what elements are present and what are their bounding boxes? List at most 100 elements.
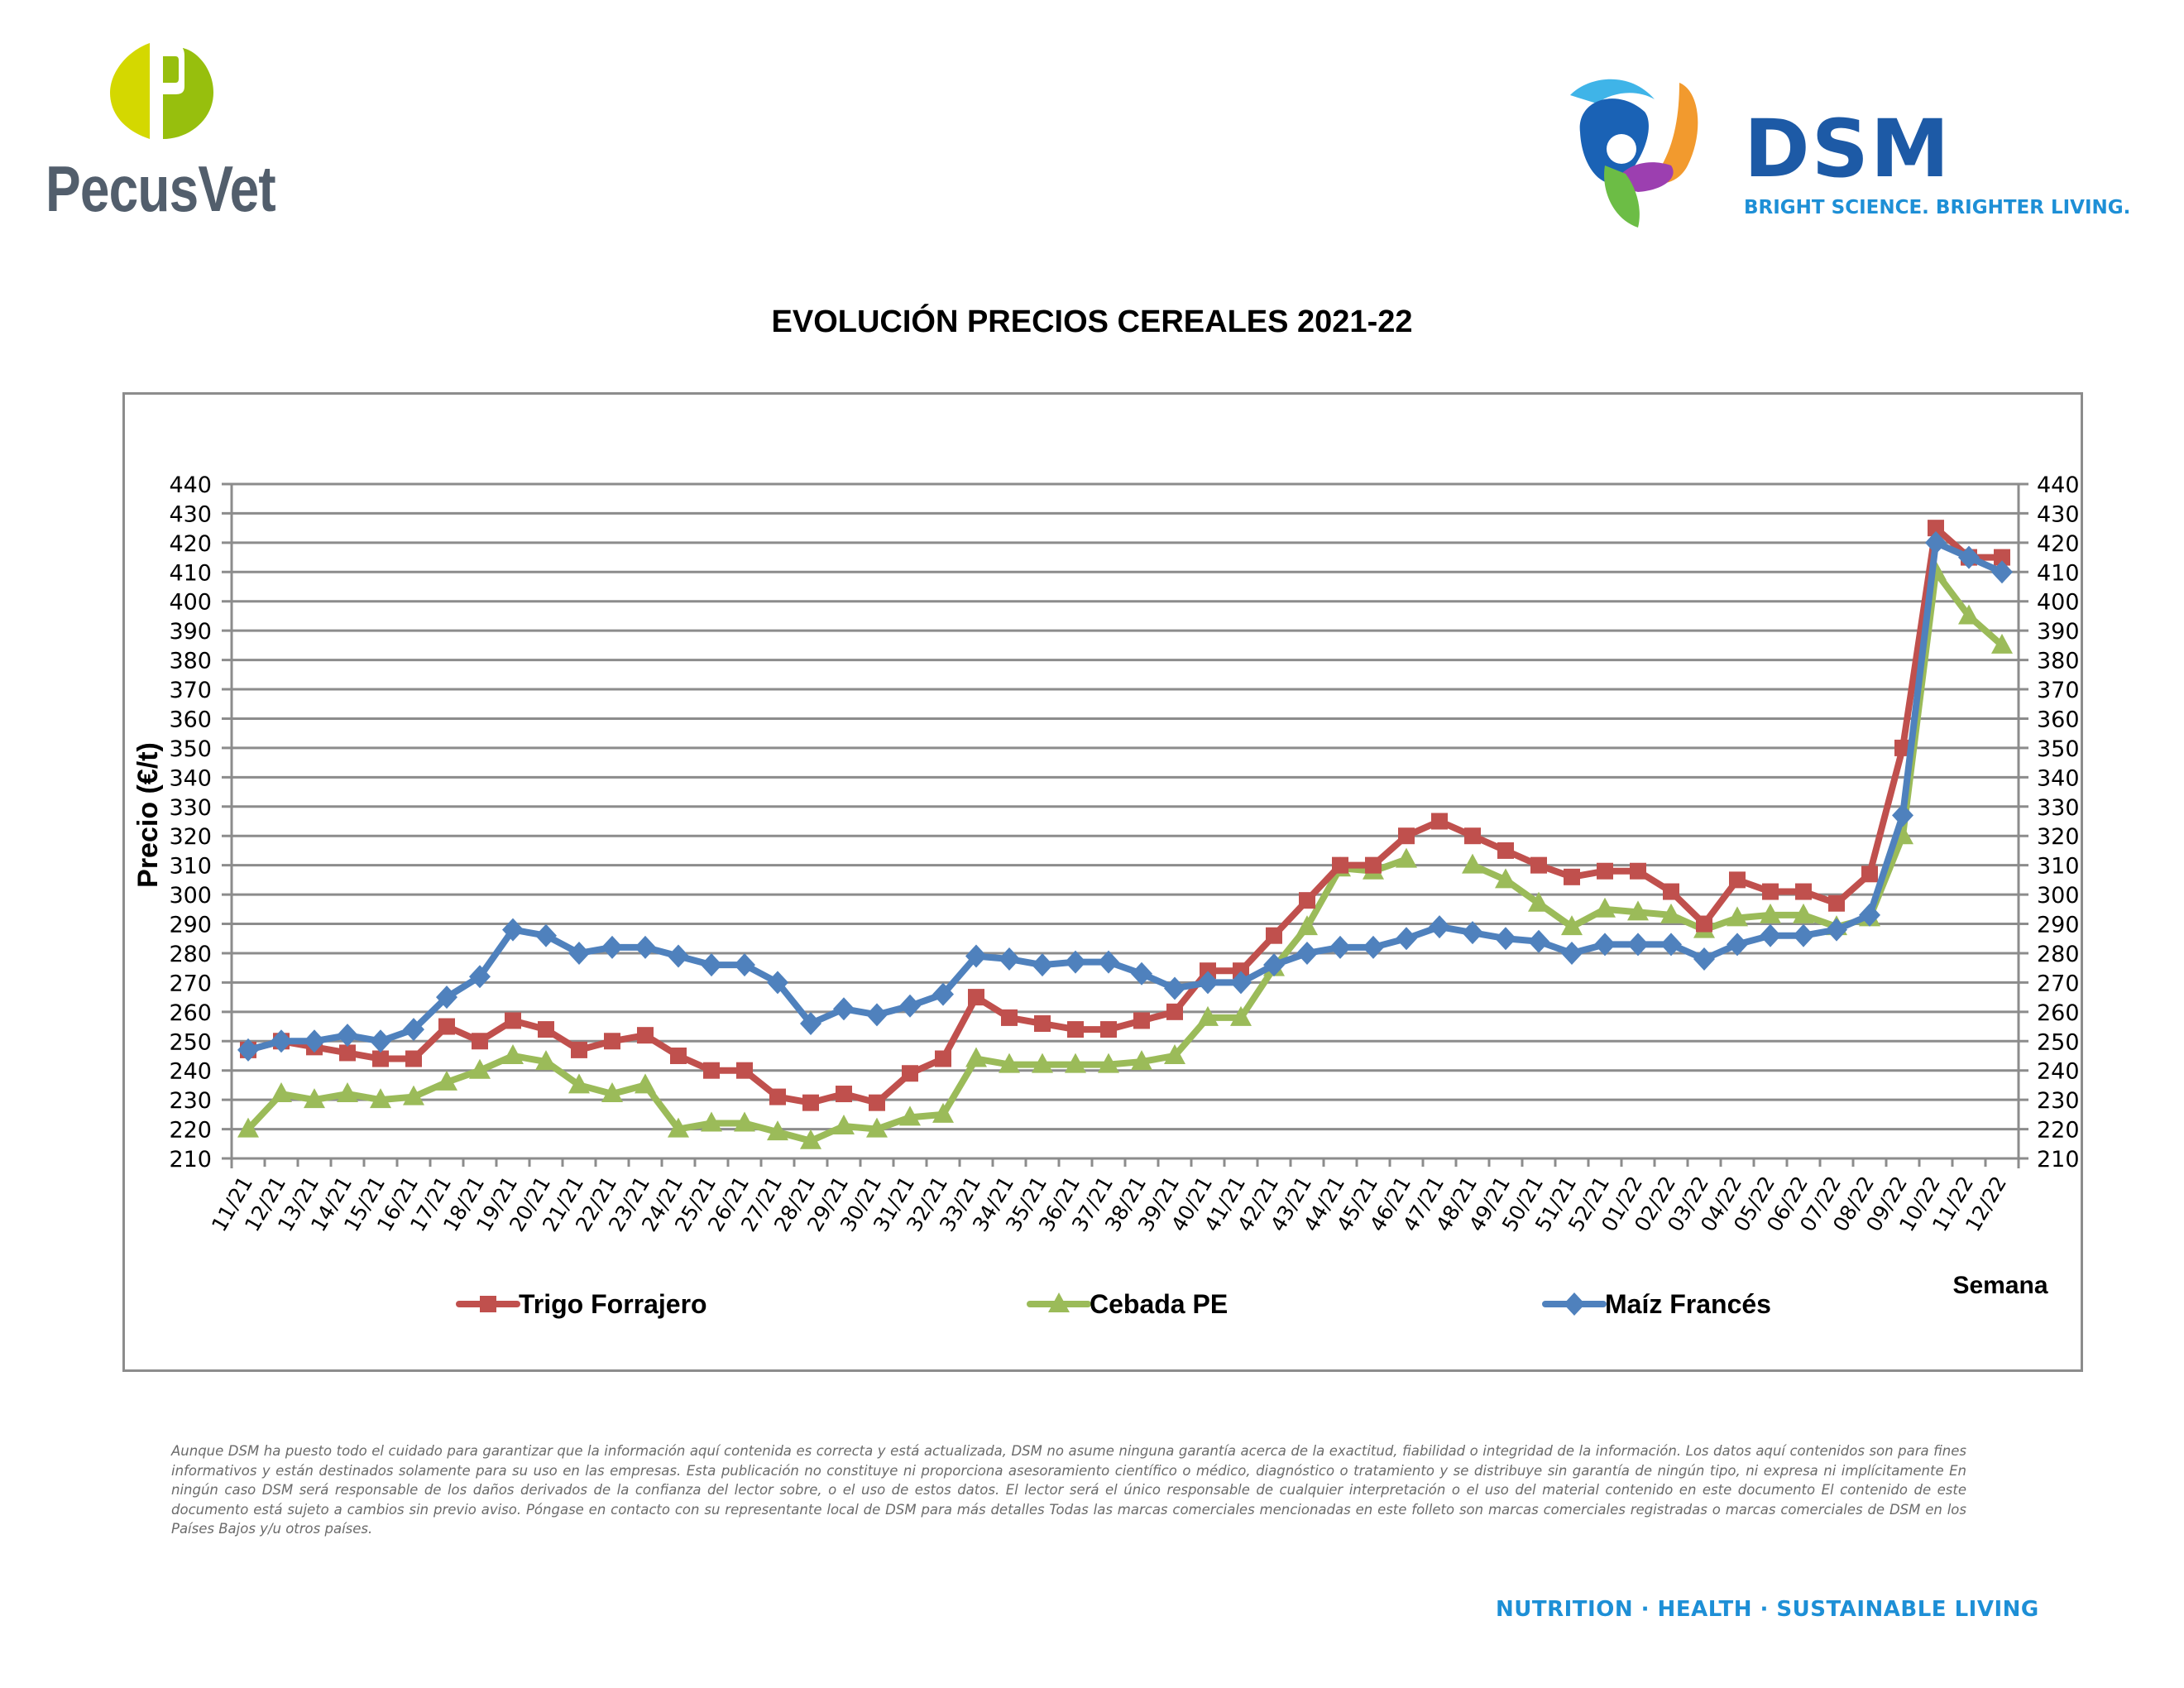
x-axis-label: Semana <box>1952 1272 2048 1299</box>
y-axis-right-ticks: 210 220 230 240 250 260 270 280 290 300 310 320 330 3… <box>2037 472 2080 1172</box>
data-point <box>965 944 987 968</box>
data-point <box>237 1117 259 1138</box>
data-point <box>635 1073 656 1094</box>
data-point <box>1928 520 1944 537</box>
y-tick-label-right: 360 <box>2037 707 2080 732</box>
data-point <box>1826 918 1847 942</box>
data-point <box>1727 933 1748 957</box>
data-point <box>1032 953 1053 977</box>
y-tick-label-right: 370 <box>2037 678 2080 703</box>
data-point <box>965 1047 987 1067</box>
y-tick-label-right: 260 <box>2037 1000 2080 1026</box>
pecusvet-p-icon <box>110 43 213 139</box>
series-ma-z-franc-s <box>237 530 2013 1062</box>
data-point <box>1561 915 1583 936</box>
y-tick-label-left: 360 <box>169 707 212 732</box>
data-point <box>1861 866 1878 883</box>
dsm-tagline: BRIGHT SCIENCE. BRIGHTER LIVING. <box>1744 197 2131 218</box>
data-point <box>538 1021 554 1038</box>
data-point <box>438 1018 455 1035</box>
data-point <box>339 1044 356 1062</box>
data-point <box>337 1082 358 1103</box>
data-point <box>769 1088 786 1105</box>
data-point <box>472 1033 488 1050</box>
data-point <box>701 1111 722 1132</box>
data-point <box>800 1129 821 1149</box>
legend-label: Trigo Forrajero <box>519 1289 707 1319</box>
data-point <box>1396 847 1417 868</box>
data-point <box>1660 933 1682 957</box>
y-tick-label-right: 300 <box>2037 883 2080 909</box>
y-tick-label-left: 250 <box>169 1029 212 1055</box>
data-point <box>1627 900 1649 921</box>
data-point <box>1729 871 1746 889</box>
data-point <box>535 923 557 947</box>
y-tick-label-left: 330 <box>169 795 212 821</box>
data-point <box>1495 868 1516 889</box>
y-tick-label-right: 340 <box>2037 765 2080 791</box>
data-point <box>1994 549 2010 566</box>
data-point <box>836 1086 852 1103</box>
data-point <box>370 1088 391 1109</box>
data-point <box>869 1094 885 1111</box>
y-tick-label-left: 390 <box>169 619 212 645</box>
y-tick-label-left: 220 <box>169 1118 212 1144</box>
data-point <box>535 1050 557 1071</box>
y-tick-label-right: 240 <box>2037 1059 2080 1085</box>
y-tick-label-right: 250 <box>2037 1029 2080 1055</box>
data-point <box>1332 856 1348 874</box>
data-point <box>800 1012 821 1035</box>
data-point <box>1296 941 1318 965</box>
data-point <box>1365 856 1382 874</box>
data-point <box>1727 906 1748 927</box>
y-axis-left-ticks: 210 220 230 240 250 260 270 280 290 300 310 320 330 3… <box>169 472 212 1172</box>
dsm-logo: DSM BRIGHT SCIENCE. BRIGHTER LIVING. <box>1555 66 2130 248</box>
y-tick-label-left: 240 <box>169 1059 212 1085</box>
data-point <box>1528 891 1549 912</box>
y-tick-label-right: 350 <box>2037 736 2080 762</box>
pecusvet-wordmark: PecusVet <box>46 152 276 225</box>
y-tick-label-right: 380 <box>2037 649 2080 674</box>
data-point <box>1859 903 1880 927</box>
data-point <box>405 1050 422 1067</box>
y-axis-label: Precio (€/t) <box>132 742 164 888</box>
data-point <box>1398 827 1415 845</box>
data-point <box>1528 929 1549 953</box>
data-point <box>1958 604 1980 625</box>
series-cebada-pe <box>237 560 2013 1149</box>
y-tick-label-left: 440 <box>169 472 212 498</box>
y-tick-label-left: 260 <box>169 1000 212 1026</box>
data-point <box>436 1070 457 1091</box>
y-tick-label-left: 310 <box>169 854 212 880</box>
data-point <box>1299 892 1315 909</box>
data-point <box>1696 915 1712 933</box>
data-point <box>1561 941 1583 965</box>
data-point <box>1663 883 1679 900</box>
y-tick-label-right: 270 <box>2037 971 2080 996</box>
data-point <box>1991 633 2013 654</box>
y-tick-label-left: 350 <box>169 736 212 762</box>
data-point <box>1131 961 1152 985</box>
data-point <box>1429 915 1450 939</box>
data-point <box>935 1050 951 1067</box>
data-point <box>502 1043 524 1064</box>
y-tick-label-right: 310 <box>2037 854 2080 880</box>
y-tick-label-left: 420 <box>169 531 212 557</box>
data-point <box>899 1105 921 1126</box>
y-tick-label-right: 320 <box>2037 824 2080 850</box>
data-point <box>1627 933 1649 957</box>
y-tick-label-left: 410 <box>169 560 212 586</box>
data-point <box>866 1003 888 1027</box>
y-tick-label-right: 210 <box>2037 1147 2080 1172</box>
chart-legend: Trigo Forrajero Cebada PE Maíz Francés <box>456 1289 1771 1319</box>
data-point <box>767 1120 788 1141</box>
data-point <box>1793 903 1814 923</box>
data-point <box>1795 883 1812 900</box>
data-point <box>1497 842 1514 859</box>
data-point <box>1892 803 1913 827</box>
legend-marker-square-icon <box>480 1296 496 1312</box>
data-point <box>1131 1050 1152 1071</box>
data-point <box>1594 933 1616 957</box>
series-trigo-forrajero <box>240 520 2010 1111</box>
